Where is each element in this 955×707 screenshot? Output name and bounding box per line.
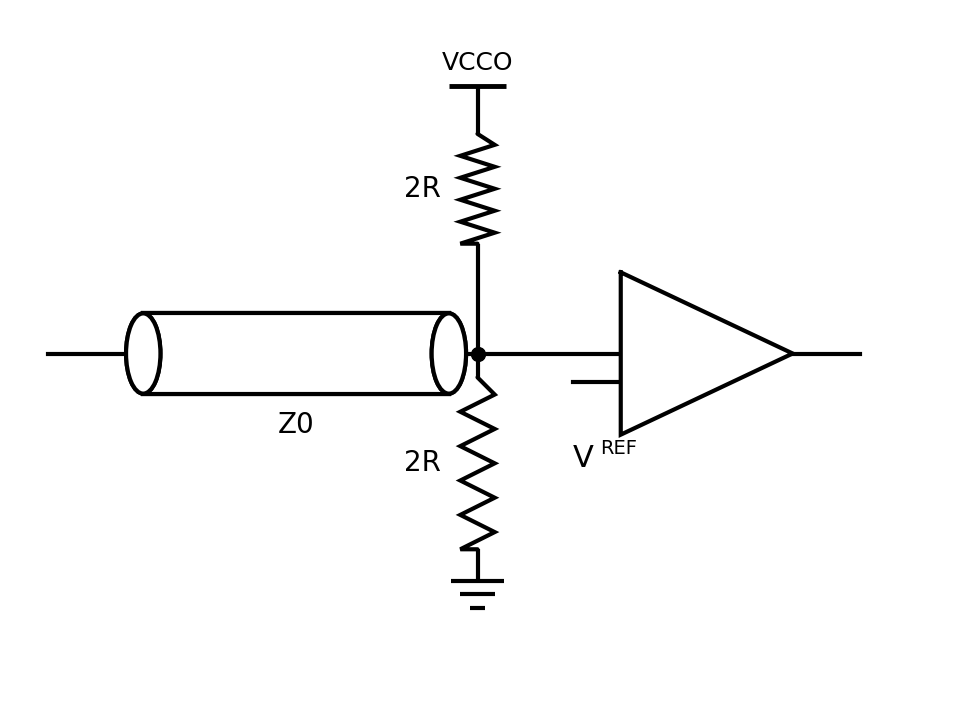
Bar: [143, 313, 449, 394]
Text: 2R: 2R: [404, 175, 441, 203]
Text: 2R: 2R: [404, 450, 441, 477]
Text: VCCO: VCCO: [442, 51, 513, 75]
Text: V: V: [573, 444, 594, 473]
Text: REF: REF: [600, 440, 637, 458]
Ellipse shape: [126, 313, 160, 394]
Text: Z0: Z0: [278, 411, 314, 439]
Ellipse shape: [432, 313, 466, 394]
Ellipse shape: [126, 313, 160, 394]
Ellipse shape: [432, 313, 466, 394]
Polygon shape: [621, 272, 793, 435]
